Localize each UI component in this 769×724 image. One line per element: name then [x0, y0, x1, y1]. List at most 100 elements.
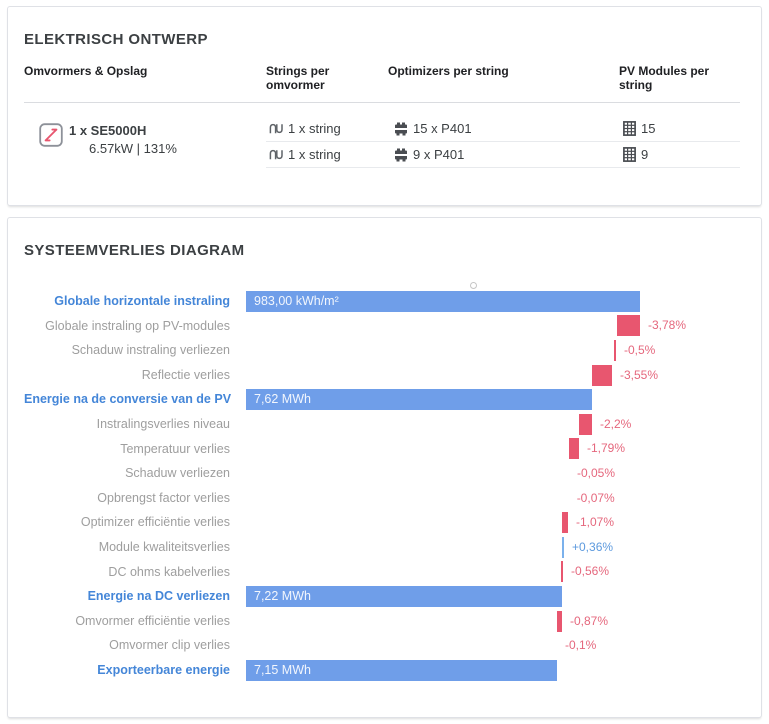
loss-row-1: Globale instraling op PV-modules -3,78% [24, 314, 740, 339]
waterfall-value-label: -2,2% [600, 416, 632, 431]
loss-row-6: Temperatuur verlies -1,79% [24, 437, 740, 462]
loss-row-0: Globale horizontale instraling 983,00 kWh… [24, 289, 740, 314]
loss-row-plot: +0,36% [246, 535, 640, 560]
waterfall-value-label: 7,62 MWh [254, 392, 311, 407]
strings-cell: 1 x string [266, 121, 388, 136]
system-loss-card: SYSTEEMVERLIES DIAGRAM Globale horizonta… [7, 217, 762, 718]
string-icon [269, 149, 283, 160]
loss-row-11: DC ohms kabelverlies -0,56% [24, 560, 740, 585]
waterfall-value-label: 983,00 kWh/m² [254, 293, 339, 308]
column-header-modules: PV Modules per string [619, 64, 710, 92]
loss-row-plot: -3,78% [246, 314, 686, 339]
strings-value: 1 x string [288, 121, 341, 136]
loss-row-plot: -1,07% [246, 510, 640, 535]
waterfall-bar-loss[interactable] [561, 561, 563, 583]
optimizer-icon [395, 148, 407, 161]
optimizer-icon [395, 122, 407, 135]
loss-row-label: Instralingsverlies niveau [96, 416, 230, 431]
loss-row-8: Opbrengst factor verlies -0,07% [24, 486, 740, 511]
waterfall-bar-loss[interactable] [592, 364, 612, 386]
electrical-table-header: Omvormers & Opslag Strings per omvormer … [24, 64, 740, 103]
column-header-optimizers: Optimizers per string [388, 64, 509, 78]
loss-row-label: Schaduw instraling verliezen [71, 343, 230, 358]
loss-row-plot: -0,05% [246, 461, 640, 486]
pv-module-icon [623, 147, 636, 162]
inverter-cell: 1 x SE5000H 6.57kW | 131% [24, 116, 266, 168]
optimizers-value: 9 x P401 [413, 147, 465, 162]
modules-value: 15 [641, 121, 656, 136]
loss-row-label: Omvormer efficiëntie verlies [75, 613, 230, 628]
loss-row-plot: 983,00 kWh/m² [246, 289, 640, 314]
loss-row-label: Energie na DC verliezen [87, 589, 230, 604]
waterfall-value-label: -0,56% [571, 564, 610, 579]
electrical-design-title: ELEKTRISCH ONTWERP [24, 31, 208, 48]
inverter-icon [39, 123, 63, 147]
loss-row-label: Opbrengst factor verlies [97, 490, 230, 505]
waterfall-value-label: -3,55% [620, 367, 659, 382]
pv-module-icon [623, 121, 636, 136]
waterfall-bar-loss[interactable] [569, 438, 579, 460]
loss-row-label: Omvormer clip verlies [109, 638, 230, 653]
waterfall-value-label: -0,07% [576, 490, 615, 505]
loss-row-label: Globale instraling op PV-modules [45, 318, 230, 333]
loss-row-label: Temperatuur verlies [120, 441, 230, 456]
waterfall-bar-total[interactable] [246, 585, 562, 607]
loss-row-2: Schaduw instraling verliezen -0,5% [24, 338, 740, 363]
loss-row-plot: -0,1% [246, 633, 640, 658]
optimizers-cell: 15 x P401 [388, 121, 619, 136]
waterfall-bar-loss[interactable] [617, 315, 640, 337]
loss-row-7: Schaduw verliezen -0,05% [24, 461, 740, 486]
loss-row-13: Omvormer efficiëntie verlies -0,87% [24, 609, 740, 634]
waterfall-bar-total[interactable] [246, 659, 557, 681]
waterfall-bar-gain[interactable] [562, 536, 564, 558]
modules-value: 9 [641, 147, 649, 162]
modules-cell: 9 [619, 147, 740, 162]
loss-row-label: Optimizer efficiëntie verlies [80, 515, 230, 530]
loss-row-plot: -1,79% [246, 437, 640, 462]
loss-row-12: Energie na DC verliezen 7,22 MWh [24, 584, 740, 609]
waterfall-bar-total[interactable] [246, 290, 640, 312]
inverter-spec: 6.57kW | 131% [89, 141, 177, 156]
loss-row-4: Energie na de conversie van de PV 7,62 MW… [24, 387, 740, 412]
loss-row-plot: -0,87% [246, 609, 640, 634]
loss-row-label: Energie na de conversie van de PV [24, 392, 232, 407]
chart-marker-circle [470, 282, 477, 289]
string-row-1: 1 x string 15 x P401 [266, 116, 740, 142]
waterfall-bar-loss[interactable] [614, 339, 616, 361]
column-header-inverters: Omvormers & Opslag [24, 64, 148, 78]
modules-cell: 15 [619, 121, 740, 136]
waterfall-value-label: -0,1% [565, 638, 597, 653]
waterfall-bar-total[interactable] [246, 389, 592, 411]
loss-row-14: Omvormer clip verlies -0,1% [24, 633, 740, 658]
strings-value: 1 x string [288, 147, 341, 162]
strings-cell: 1 x string [266, 147, 388, 162]
loss-row-9: Optimizer efficiëntie verlies -1,07% [24, 510, 740, 535]
string-rows: 1 x string 15 x P401 [266, 116, 740, 168]
loss-row-label: Module kwaliteitsverlies [98, 539, 230, 554]
inverter-name: 1 x SE5000H [69, 123, 147, 138]
waterfall-bar-loss[interactable] [562, 512, 568, 534]
loss-row-label: DC ohms kabelverlies [108, 564, 230, 579]
waterfall-value-label: -0,87% [570, 613, 609, 628]
string-icon [269, 123, 283, 134]
system-loss-title: SYSTEEMVERLIES DIAGRAM [24, 242, 245, 259]
loss-row-15: Exporteerbare energie 7,15 MWh [24, 658, 740, 683]
column-header-strings: Strings per omvormer [266, 64, 330, 92]
loss-row-label: Reflectie verlies [141, 367, 230, 382]
loss-row-plot: 7,62 MWh [246, 387, 640, 412]
inverter-info: 1 x SE5000H 6.57kW | 131% [69, 123, 177, 168]
loss-waterfall-chart: Globale horizontale instraling 983,00 kWh… [24, 282, 740, 683]
electrical-design-card: ELEKTRISCH ONTWERP Omvormers & Opslag St… [7, 6, 762, 206]
loss-row-3: Reflectie verlies -3,55% [24, 363, 740, 388]
waterfall-value-label: -1,07% [576, 515, 615, 530]
loss-row-5: Instralingsverlies niveau -2,2% [24, 412, 740, 437]
waterfall-value-label: 7,15 MWh [254, 662, 311, 677]
waterfall-bar-loss[interactable] [579, 413, 592, 435]
waterfall-bar-loss[interactable] [557, 610, 562, 632]
string-row-2: 1 x string 9 x P401 [266, 142, 740, 168]
loss-row-plot: 7,22 MWh [246, 584, 640, 609]
electrical-table-body: 1 x SE5000H 6.57kW | 131% 1 x string [24, 103, 740, 168]
optimizers-value: 15 x P401 [413, 121, 472, 136]
loss-row-plot: -0,5% [246, 338, 655, 363]
